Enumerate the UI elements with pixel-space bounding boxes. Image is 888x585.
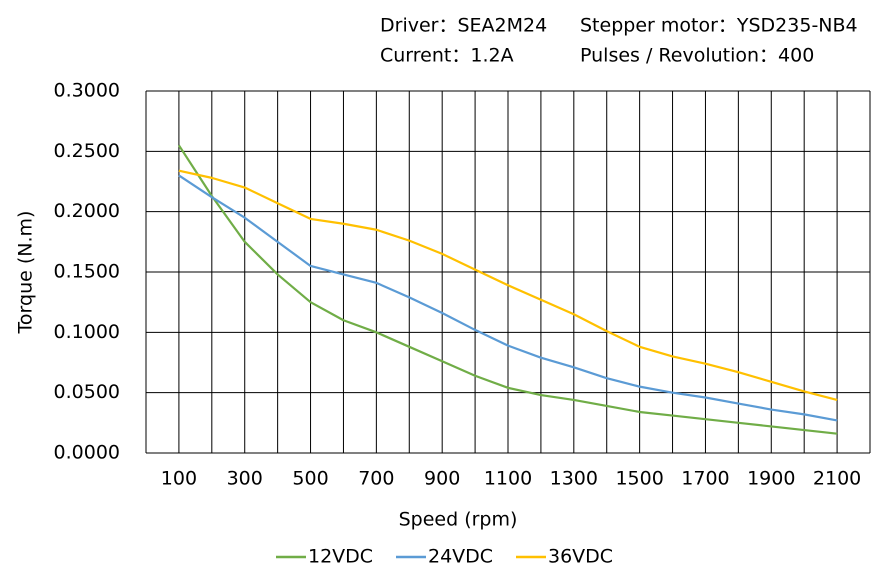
legend-label: 12VDC: [308, 546, 373, 568]
y-tick-label: 0.2500: [54, 140, 120, 162]
data-line: [178, 174, 838, 422]
y-tick-label: 0.2000: [54, 200, 120, 222]
data-line: [178, 169, 838, 401]
y-tick-label: 0.0000: [54, 442, 120, 464]
x-tick-label: 700: [358, 468, 394, 490]
x-tick-label: 1300: [550, 468, 598, 490]
x-tick-label: 100: [161, 468, 197, 490]
y-tick-label: 0.1000: [54, 321, 120, 343]
y-tick-label: 0.3000: [54, 80, 120, 102]
x-axis-label: Speed (rpm): [399, 509, 518, 531]
x-tick-label: 1500: [615, 468, 663, 490]
data-line: [177, 144, 838, 435]
y-tick-label: 0.0500: [54, 381, 120, 403]
x-tick-label: 2100: [813, 468, 861, 490]
x-tick-label: 1900: [747, 468, 795, 490]
legend-label: 36VDC: [548, 546, 613, 568]
info-text: Pulses / Revolution：400: [580, 45, 814, 67]
y-tick-label: 0.1500: [54, 261, 120, 283]
legend-label: 24VDC: [428, 546, 493, 568]
x-tick-label: 1100: [484, 468, 532, 490]
y-axis-label: Torque (N.m): [15, 211, 37, 335]
x-tick-label: 300: [227, 468, 263, 490]
x-tick-label: 900: [424, 468, 460, 490]
info-text: Current：1.2A: [380, 45, 514, 67]
x-tick-label: 1700: [681, 468, 729, 490]
info-text: Driver：SEA2M24: [380, 15, 547, 37]
x-tick-label: 500: [292, 468, 328, 490]
info-text: Stepper motor：YSD235-NB4: [580, 15, 858, 37]
